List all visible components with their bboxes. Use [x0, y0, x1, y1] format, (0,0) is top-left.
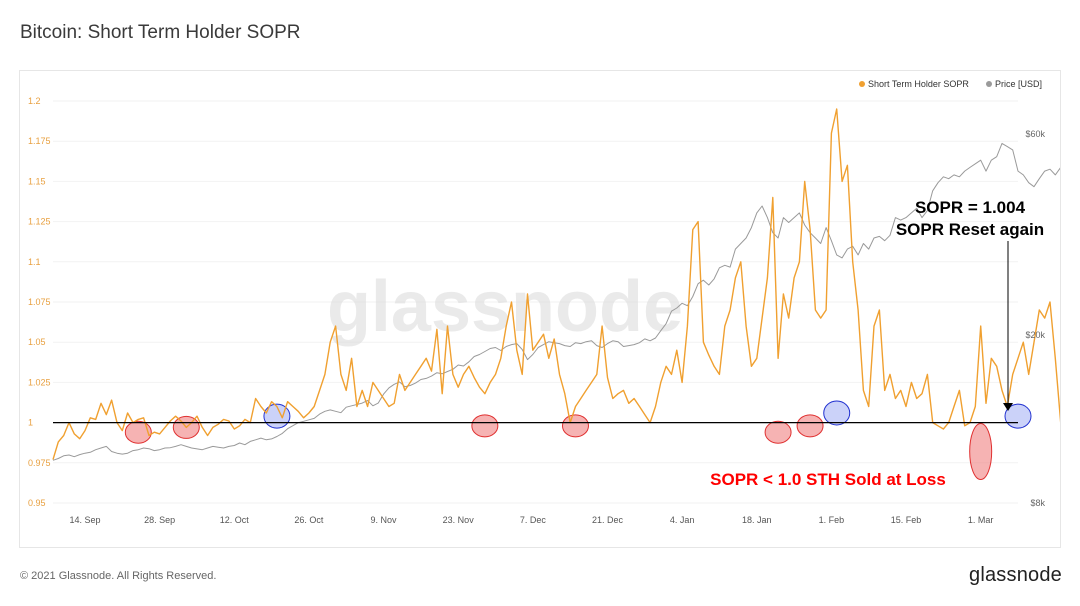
- legend-price-label[interactable]: Price [USD]: [995, 79, 1042, 89]
- chart-container: glassnode 0.95 0.975 1 1.025 1.05 1.075 1.1 1.1…: [19, 70, 1080, 548]
- x-tick-label: 9. Nov: [371, 515, 398, 525]
- y-tick-label-left: 1.05: [28, 337, 46, 347]
- annotation-sopr-reset: SOPR Reset again: [896, 220, 1044, 239]
- y-tick-label-left: 1.025: [28, 377, 51, 387]
- page-title: Bitcoin: Short Term Holder SOPR: [20, 22, 301, 43]
- x-tick-label: 1. Mar: [968, 515, 994, 525]
- x-tick-label: 12. Oct: [220, 515, 250, 525]
- x-tick-label: 4. Jan: [670, 515, 695, 525]
- sopr-chart: glassnode 0.950.97511.0251.051.0751.11.1…: [28, 79, 1080, 525]
- legend-price-dot: [986, 81, 992, 87]
- annotation-arrow-head: [1003, 403, 1013, 411]
- x-tick-label: 23. Nov: [443, 515, 475, 525]
- y-tick-label-left: 1: [28, 418, 33, 428]
- marker-circles: [124, 400, 1032, 481]
- y-tick-label-right: $20k: [1025, 330, 1045, 340]
- copyright: © 2021 Glassnode. All Rights Reserved.: [20, 570, 217, 582]
- loss-marker: [764, 420, 792, 444]
- y-tick-label-left: 1.15: [28, 176, 46, 186]
- loss-marker: [124, 420, 152, 444]
- y-axis-right: $8k $20k $60k: [1025, 129, 1045, 508]
- x-tick-label: 7. Dec: [520, 515, 547, 525]
- x-tick-label: 28. Sep: [144, 515, 175, 525]
- annotation-sold-at-loss: SOPR < 1.0 STH Sold at Loss: [710, 470, 946, 489]
- legend-sopr-dot: [859, 81, 865, 87]
- y-axis-left: 0.95 0.975 1 1.025 1.05 1.075 1.1 1.125 1.15 1.17…: [28, 96, 51, 508]
- legend[interactable]: Short Term Holder SOPR Price [USD]: [859, 79, 1042, 89]
- y-tick-label-left: 0.975: [28, 458, 51, 468]
- x-tick-label: 18. Jan: [742, 515, 772, 525]
- annotation-sopr-value: SOPR = 1.004: [915, 198, 1026, 217]
- loss-marker: [969, 423, 993, 481]
- loss-marker: [471, 414, 499, 438]
- y-tick-label-left: 1.175: [28, 136, 51, 146]
- x-tick-label: 1. Feb: [819, 515, 845, 525]
- x-axis: 14. Sep 28. Sep 12. Oct 26. Oct 9. Nov 23. No…: [69, 515, 993, 525]
- loss-marker: [561, 414, 589, 438]
- y-tick-label-left: 1.125: [28, 217, 51, 227]
- x-tick-label: 15. Feb: [891, 515, 922, 525]
- y-tick-label-left: 1.2: [28, 96, 41, 106]
- loss-marker: [796, 414, 824, 438]
- series-line: [52, 142, 1080, 461]
- y-tick-label-right: $60k: [1025, 129, 1045, 139]
- y-tick-label-left: 0.95: [28, 498, 46, 508]
- reset-marker: [823, 400, 851, 426]
- x-tick-label: 21. Dec: [592, 515, 624, 525]
- brand-logo: glassnode: [969, 564, 1062, 586]
- y-tick-label-left: 1.1: [28, 257, 41, 267]
- y-tick-label-right: $8k: [1030, 498, 1045, 508]
- x-tick-label: 26. Oct: [294, 515, 324, 525]
- x-tick-label: 14. Sep: [69, 515, 100, 525]
- legend-sopr-label[interactable]: Short Term Holder SOPR: [868, 79, 969, 89]
- y-tick-label-left: 1.075: [28, 297, 51, 307]
